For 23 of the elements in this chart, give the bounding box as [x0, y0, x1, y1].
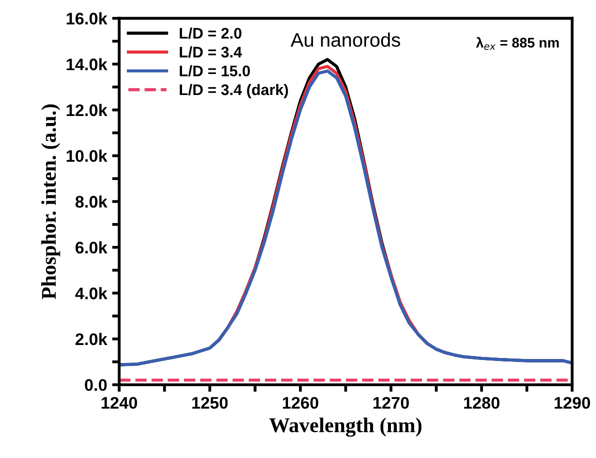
- legend-label: L/D = 15.0: [180, 65, 250, 77]
- legend-label: L/D = 3.4 (dark): [180, 84, 288, 98]
- y-tick-label: 0.0: [84, 379, 107, 391]
- x-tick-label: 1250: [192, 396, 228, 409]
- x-tick-label: 1270: [373, 396, 409, 409]
- y-tick-label: 8.0k: [75, 195, 108, 208]
- x-tick-label: 1240: [102, 396, 138, 409]
- legend-label: L/D = 2.0: [180, 27, 242, 39]
- x-tick-label: 1290: [554, 396, 590, 409]
- y-tick-label: 6.0k: [76, 241, 108, 254]
- y-tick-label: 4.0k: [75, 287, 108, 300]
- legend-label: L/D = 3.4: [180, 46, 242, 58]
- y-tick-label: 14.0k: [66, 58, 108, 70]
- x-tick-label: 1260: [282, 396, 318, 409]
- y-tick-label: 10.0k: [66, 150, 108, 162]
- text: Au nanorods: [290, 32, 400, 47]
- x-axis-title: Wavelength (nm): [269, 418, 422, 437]
- y-axis-title: Phosphor. inten. (a.u.): [41, 104, 60, 300]
- y-tick-label: 2.0k: [76, 332, 108, 346]
- x-tick-label: 1280: [464, 396, 500, 409]
- y-tick-label: 16.0k: [66, 12, 108, 25]
- annotation: λ$_{ex}$ = 885 nm: [476, 37, 559, 50]
- y-tick-label: 12.0k: [66, 104, 108, 116]
